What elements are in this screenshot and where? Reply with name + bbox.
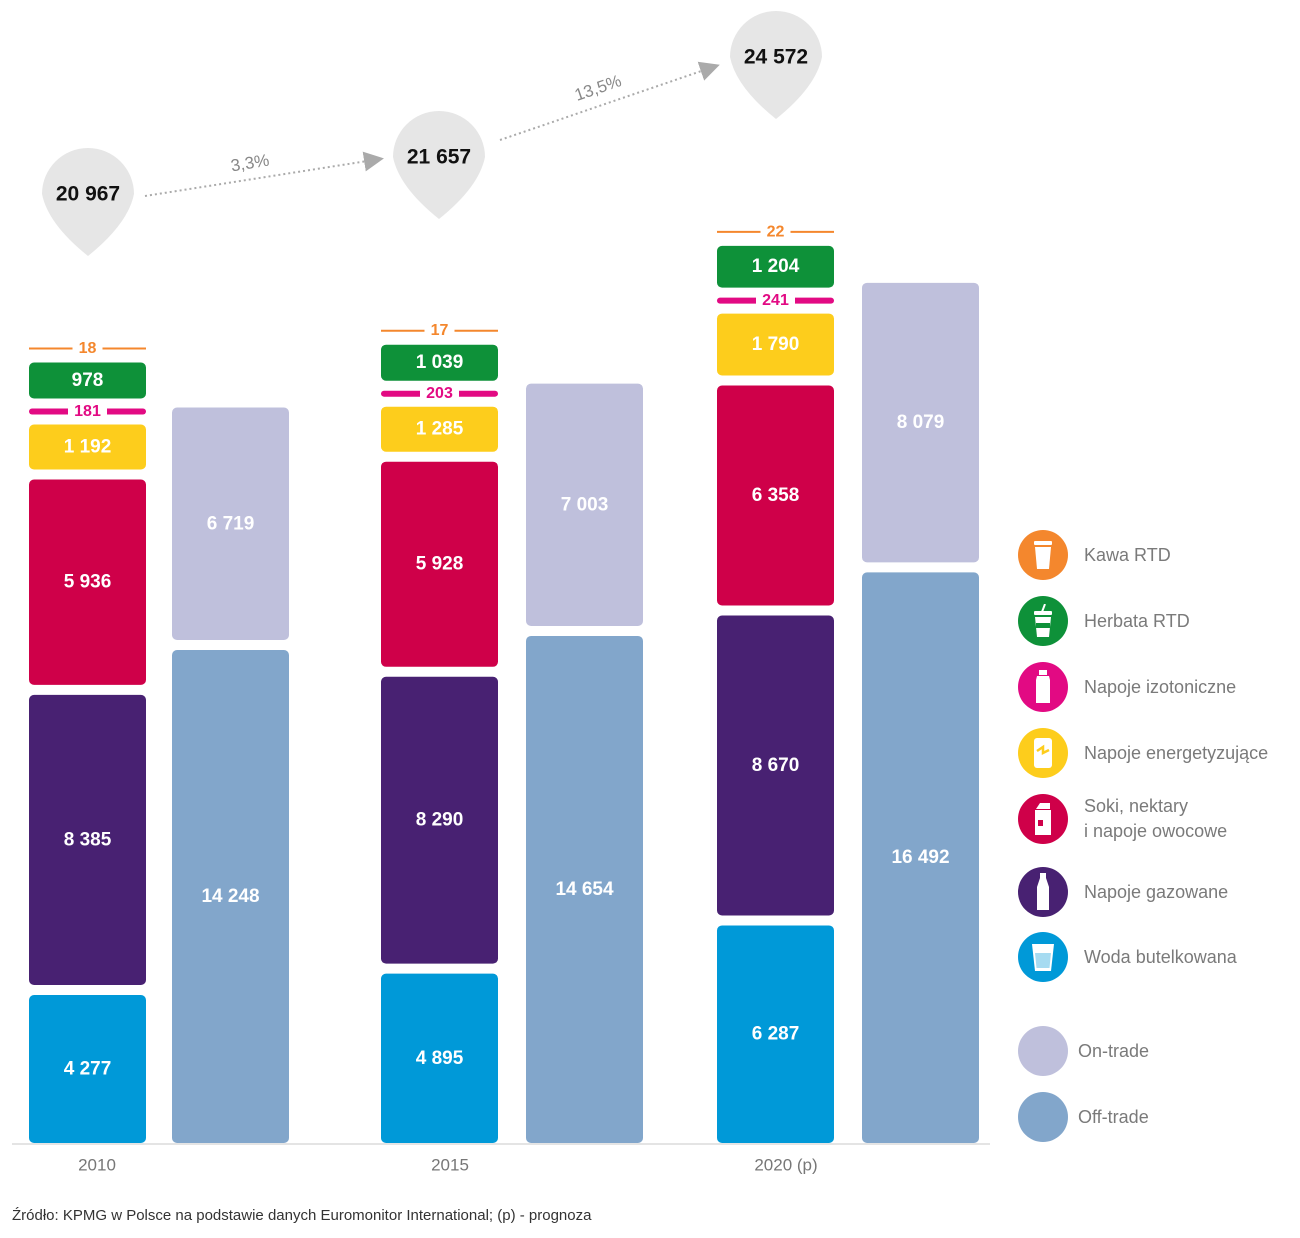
legend-label: Kawa RTD [1084,544,1171,565]
legend-item-napoje-izotoniczne: Napoje izotoniczne [1018,662,1236,712]
bar-segment-1-3 [717,925,834,1143]
x-tick-label: 2015 [431,1156,469,1175]
bar-segment-2-3 [717,615,834,916]
growth-label: 13,5% [572,71,624,105]
legend-label: Napoje energetyzujące [1084,742,1269,763]
legend-label: Off-trade [1078,1106,1149,1127]
channel-bar-2-3 [862,282,979,563]
legend: Kawa RTD Herbata RTD Napoje izotoniczne … [1018,530,1300,1170]
data-label-backdrop [756,295,795,306]
bar-segment-3-3 [717,385,834,606]
bar-segment-2-1 [29,694,146,986]
legend-label: Woda butelkowana [1084,946,1237,967]
legend-label: Napoje izotoniczne [1084,676,1237,697]
data-label: 6 719 [207,513,255,534]
data-label: 181 [74,403,101,420]
data-label: 22 [767,223,785,240]
legend-label: Herbata RTD [1084,610,1190,631]
data-label-backdrop [760,222,791,241]
data-label-backdrop [424,321,455,340]
data-label: 14 654 [555,879,614,900]
data-label: 1 285 [416,419,464,440]
channel-bar-1-3 [862,572,979,1143]
growth-arrow [499,61,720,141]
energy-can-icon [1018,728,1068,778]
channel-bar-2-1 [172,407,289,641]
data-label: 1 039 [416,352,464,373]
data-label: 16 492 [891,847,949,868]
data-label: 4 895 [416,1048,464,1069]
on-trade-swatch [1018,1026,1068,1076]
legend-item-kawa-rtd: Kawa RTD [1018,530,1171,580]
data-label: 5 936 [64,572,112,593]
data-label-backdrop [420,388,459,399]
legend-item-off-trade: Off-trade [1018,1092,1149,1142]
total-bubble [730,11,822,119]
total-label: 24 572 [744,46,808,69]
data-label: 18 [79,340,97,357]
total-label: 21 657 [407,146,471,169]
data-label: 203 [426,385,453,402]
x-tick-label: 2020 (p) [754,1156,817,1175]
soda-bottle-icon [1018,867,1068,917]
data-label: 241 [762,292,789,309]
legend-item-herbata-rtd: Herbata RTD [1018,596,1190,646]
channel-bar-1-2 [526,635,643,1143]
juice-carton-icon [1018,794,1068,844]
data-label: 8 670 [752,755,800,776]
legend-label: Napoje gazowane [1084,881,1229,902]
legend-item-napoje-energetyzujace: Napoje energetyzujące [1018,728,1268,778]
coffee-cup-icon [1018,530,1068,580]
bar-segment-6-2 [381,344,498,381]
data-label: 8 079 [897,412,945,433]
x-tick-label: 2010 [78,1156,116,1175]
bar-segment-6-3 [717,245,834,288]
total-bubble [393,111,485,219]
bar-segment-2-2 [381,676,498,964]
data-label-backdrop [72,339,103,358]
channel-bar-2-2 [526,383,643,626]
bar-segment-4-1 [29,424,146,470]
data-label: 7 003 [561,494,609,515]
legend-item-woda-butelkowana: Woda butelkowana [1018,932,1237,982]
legend-item-soki: Soki, nektary i napoje owocowe [1018,794,1227,844]
legend-label: Soki, nektary i napoje owocowe [1084,796,1228,841]
legend-item-napoje-gazowane: Napoje gazowane [1018,867,1228,917]
data-label: 1 192 [64,437,112,458]
water-glass-icon [1018,932,1068,982]
data-label: 1 204 [752,256,800,277]
total-bubble [42,148,134,256]
data-label: 6 358 [752,485,800,506]
bar-segment-1-2 [381,973,498,1143]
data-label: 5 928 [416,554,464,575]
source-note: Źródło: KPMG w Polsce na podstawie danyc… [12,1207,592,1224]
data-label: 978 [72,370,104,391]
off-trade-swatch [1018,1092,1068,1142]
bar-segment-6-1 [29,362,146,399]
tea-cup-icon [1018,596,1068,646]
bar-segment-3-1 [29,479,146,685]
bar-segment-4-2 [381,406,498,452]
data-label: 8 385 [64,829,112,850]
growth-label: 3,3% [229,151,270,176]
bar-segment-3-2 [381,461,498,667]
legend-item-on-trade: On-trade [1018,1026,1149,1076]
isotonic-bottle-icon [1018,662,1068,712]
data-label: 8 290 [416,810,464,831]
data-label: 4 277 [64,1059,112,1080]
data-label-backdrop [68,406,107,417]
data-label: 17 [431,322,449,339]
bar-segment-4-3 [717,313,834,376]
data-label: 1 790 [752,334,800,355]
data-label: 14 248 [201,886,259,907]
data-label: 6 287 [752,1024,800,1045]
total-label: 20 967 [56,183,120,206]
channel-bar-1-1 [172,650,289,1143]
legend-label: On-trade [1078,1040,1150,1061]
bar-segment-1-1 [29,995,146,1143]
